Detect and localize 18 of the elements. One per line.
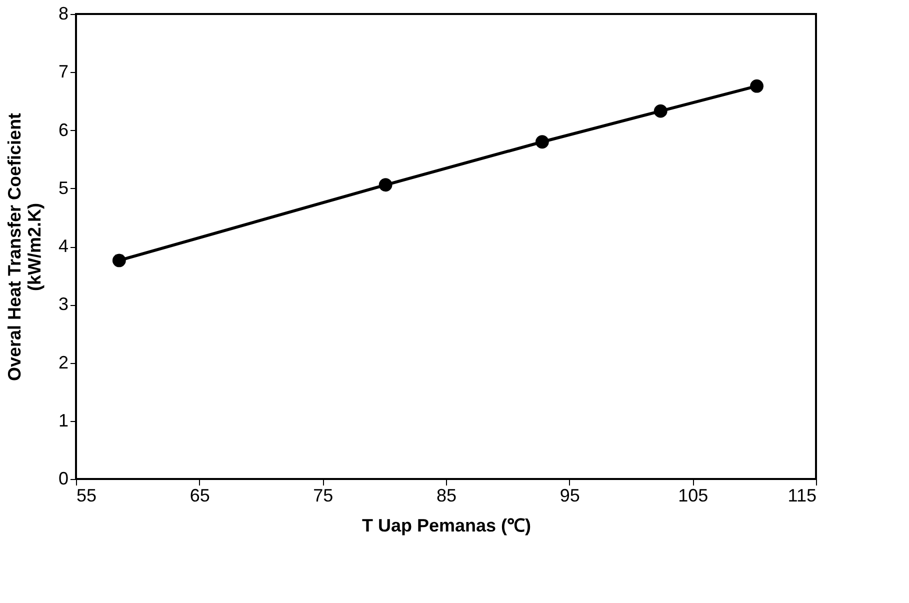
x-axis-title: T Uap Pemanas (℃) (362, 516, 532, 536)
x-tick-label: 115 (788, 486, 816, 506)
x-tick-label: 65 (190, 486, 210, 506)
y-tick-label: 6 (58, 120, 68, 140)
x-tick-label: 95 (560, 486, 580, 506)
y-tick-label: 7 (58, 62, 68, 82)
x-tick-label: 55 (76, 486, 97, 506)
x-tick-label: 85 (436, 486, 457, 506)
y-tick-label: 2 (58, 352, 68, 372)
y-tick-label: 0 (58, 468, 68, 488)
x-tick-label: 105 (678, 486, 708, 506)
y-tick-label: 5 (58, 178, 68, 198)
y-tick-label: 4 (58, 236, 68, 256)
y-tick-label: 3 (58, 294, 68, 314)
y-tick-label: 1 (58, 410, 68, 430)
y-axis-title: Overal Heat Transfer Coeficient (kW/m2.K) (4, 112, 44, 382)
x-tick-label: 75 (313, 486, 334, 506)
y-tick-label: 8 (58, 4, 68, 24)
